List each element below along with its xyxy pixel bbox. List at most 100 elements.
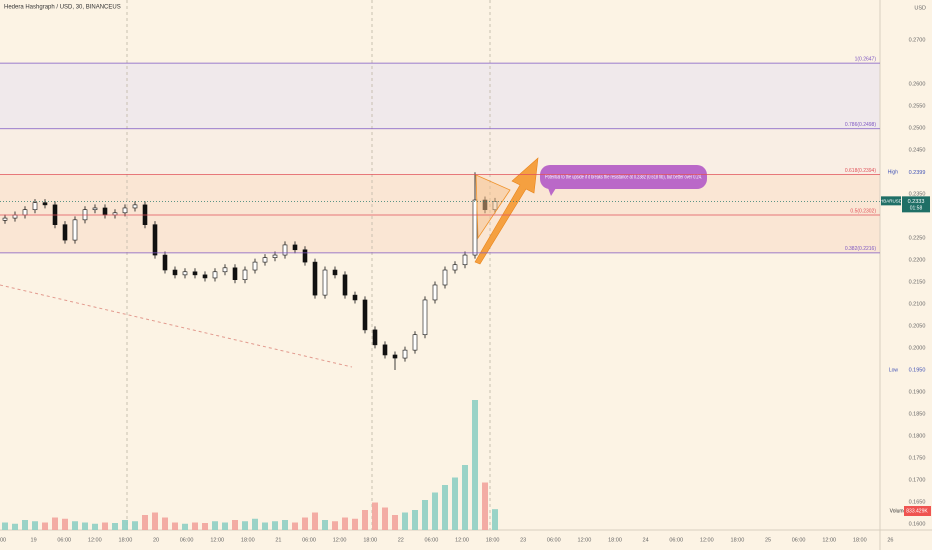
trend-line xyxy=(0,284,353,368)
candle-body xyxy=(422,299,428,336)
volume-bar xyxy=(182,523,188,530)
x-tick-label: 18:00 xyxy=(241,537,255,543)
fib-label: 0.618(0.2394) xyxy=(845,168,876,174)
volume-bar xyxy=(52,517,58,530)
volume-bar xyxy=(252,518,258,530)
volume-bar xyxy=(202,523,208,530)
x-tick-label: 24 xyxy=(643,537,649,543)
candle-body xyxy=(362,299,368,331)
candle-body xyxy=(372,329,378,346)
volume-bar xyxy=(142,515,148,530)
y-tick-label: 0.2550 xyxy=(909,103,926,109)
x-tick-label: 22 xyxy=(398,537,404,543)
candle-body xyxy=(42,202,48,206)
x-tick-label: 12:00 xyxy=(578,537,592,543)
volume-bar xyxy=(342,517,348,530)
x-tick-label: 06:00 xyxy=(547,537,561,543)
y-tick-label: 0.2250 xyxy=(909,235,926,241)
y-tick-label: 0.2000 xyxy=(909,345,926,351)
x-tick-label: 21 xyxy=(275,537,281,543)
volume-bar xyxy=(72,521,78,530)
candle-body xyxy=(472,199,478,256)
y-tick-label: 0.2150 xyxy=(909,279,926,285)
volume-bar xyxy=(82,522,88,530)
volume-bar xyxy=(212,521,218,530)
x-tick-label: 12:00 xyxy=(455,537,469,543)
triangle-pattern xyxy=(475,174,511,240)
candle-body xyxy=(122,207,128,214)
fib-band xyxy=(0,174,880,215)
volume-bar xyxy=(402,512,408,530)
candle-body xyxy=(2,217,8,221)
volume-bar xyxy=(262,522,268,530)
volume-bar xyxy=(232,520,238,530)
symbol-label: HBARUSD xyxy=(880,199,903,204)
candle-body xyxy=(272,254,278,258)
candle-body xyxy=(262,257,268,263)
last-price-label: 0.2333 xyxy=(908,199,925,205)
volume-bar xyxy=(352,518,358,530)
volume-label: Volume xyxy=(890,508,907,514)
y-tick-label: 0.1800 xyxy=(909,433,926,439)
x-tick-label: 12:00 xyxy=(822,537,836,543)
low-value: 0.1950 xyxy=(909,367,926,373)
y-tick-label: 0.2500 xyxy=(909,125,926,131)
candle-body xyxy=(62,224,68,241)
candle-body xyxy=(212,271,218,279)
countdown: 01:58 xyxy=(910,206,923,212)
volume-bar xyxy=(372,502,378,530)
candle-body xyxy=(412,334,418,351)
x-tick-label: 06:00 xyxy=(302,537,316,543)
volume-bar xyxy=(122,520,128,530)
candle-body xyxy=(332,269,338,276)
volume-bar xyxy=(92,523,98,530)
fib-band xyxy=(0,63,880,129)
candle-body xyxy=(192,271,198,276)
x-tick-label: 12:00 xyxy=(333,537,347,543)
candle-body xyxy=(292,244,298,251)
volume-bar xyxy=(452,477,458,530)
candle-body xyxy=(442,269,448,286)
candle-body xyxy=(432,284,438,301)
x-tick-label: 18:00 xyxy=(853,537,867,543)
x-tick-label: 26 xyxy=(887,537,893,543)
x-tick-label: 06:00 xyxy=(792,537,806,543)
x-tick-label: 18:00 xyxy=(363,537,377,543)
y-tick-label: 0.1750 xyxy=(909,455,926,461)
volume-bar xyxy=(422,500,428,530)
y-tick-label: 0.2700 xyxy=(909,37,926,43)
volume-bar xyxy=(432,492,438,530)
volume-bar xyxy=(2,522,8,530)
low-label: Low xyxy=(889,367,899,373)
volume-bar xyxy=(462,465,468,530)
x-tick-label: 25 xyxy=(765,537,771,543)
fib-band xyxy=(0,214,880,253)
volume-bar xyxy=(302,517,308,530)
x-tick-label: 23 xyxy=(520,537,526,543)
x-tick-label: 19 xyxy=(31,537,37,543)
y-tick-label: 0.2100 xyxy=(909,301,926,307)
candle-body xyxy=(352,294,358,301)
annotation-text: Potential to the upside if it breaks the… xyxy=(545,174,702,180)
volume-bar xyxy=(332,521,338,530)
candle-body xyxy=(202,274,208,279)
volume-bar xyxy=(392,515,398,530)
x-tick-label: 06:00 xyxy=(669,537,683,543)
candle-body xyxy=(162,254,168,271)
y-tick-label: 0.1700 xyxy=(909,477,926,483)
fib-bands xyxy=(0,63,880,253)
volume-bar xyxy=(322,520,328,530)
x-tick-label: 20 xyxy=(153,537,159,543)
y-tick-label: 0.1650 xyxy=(909,499,926,505)
high-label: High xyxy=(888,170,899,176)
volume-bar xyxy=(312,512,318,530)
x-tick-label: 18:00 xyxy=(486,537,500,543)
volume-bar xyxy=(272,521,278,530)
fib-band xyxy=(0,128,880,175)
fib-label: 0.786(0.2498) xyxy=(845,122,876,128)
candle-body xyxy=(452,264,458,271)
volume-bar xyxy=(42,522,48,530)
volume-bar xyxy=(62,518,68,530)
volume-bar xyxy=(22,520,28,530)
